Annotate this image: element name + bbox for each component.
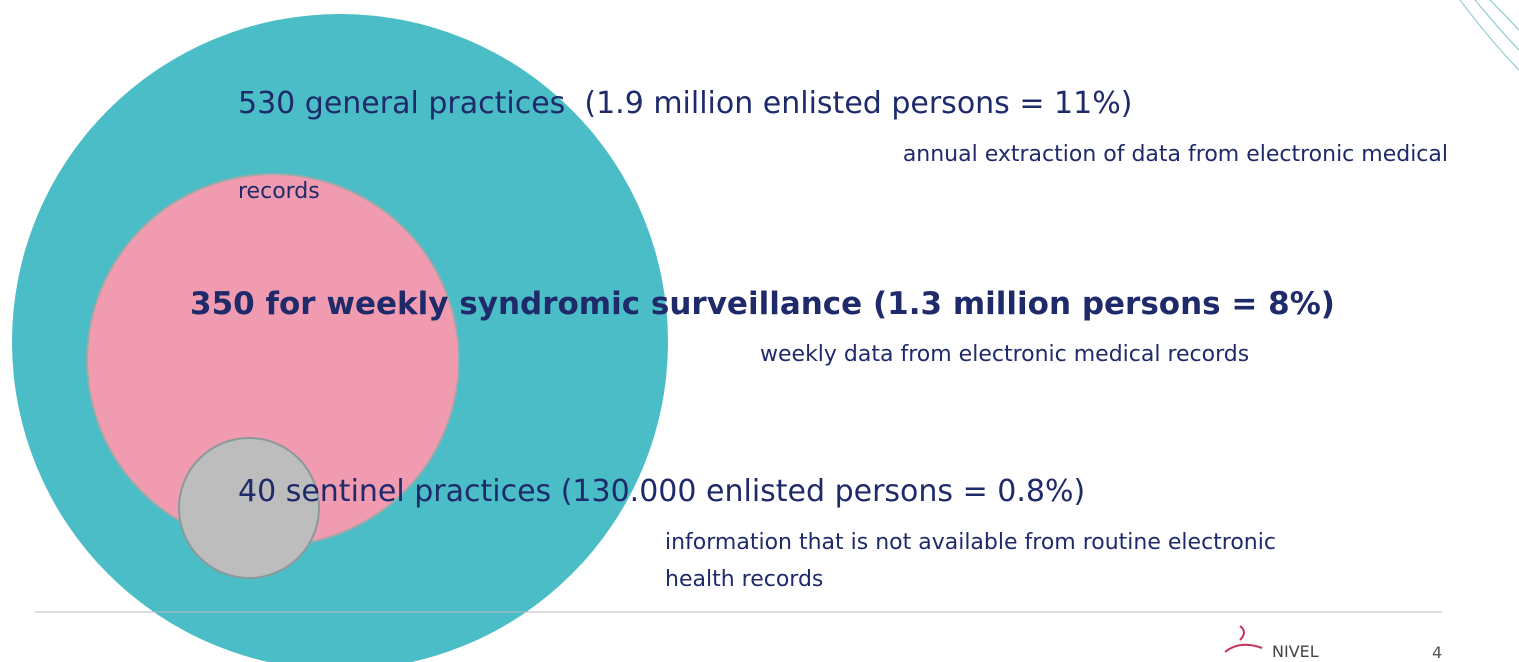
corner-decoration <box>1459 0 1519 71</box>
inner-circle <box>178 437 320 579</box>
level-description: weekly data from electronic medical reco… <box>760 342 1249 367</box>
level-heading: 350 for weekly syndromic surveillance (1… <box>190 286 1335 322</box>
level-description: information that is not available from r… <box>665 530 1276 555</box>
level-heading: 40 sentinel practices (130.000 enlisted … <box>238 474 1085 509</box>
logo-mark <box>1224 625 1263 653</box>
level-heading: 530 general practices (1.9 million enlis… <box>238 86 1132 121</box>
level-description: records <box>238 179 320 204</box>
level-description: annual extraction of data from electroni… <box>903 142 1448 167</box>
page-number: 4 <box>1432 643 1442 662</box>
footer-logo: NIVEL <box>1272 642 1319 661</box>
level-description: health records <box>665 567 823 592</box>
